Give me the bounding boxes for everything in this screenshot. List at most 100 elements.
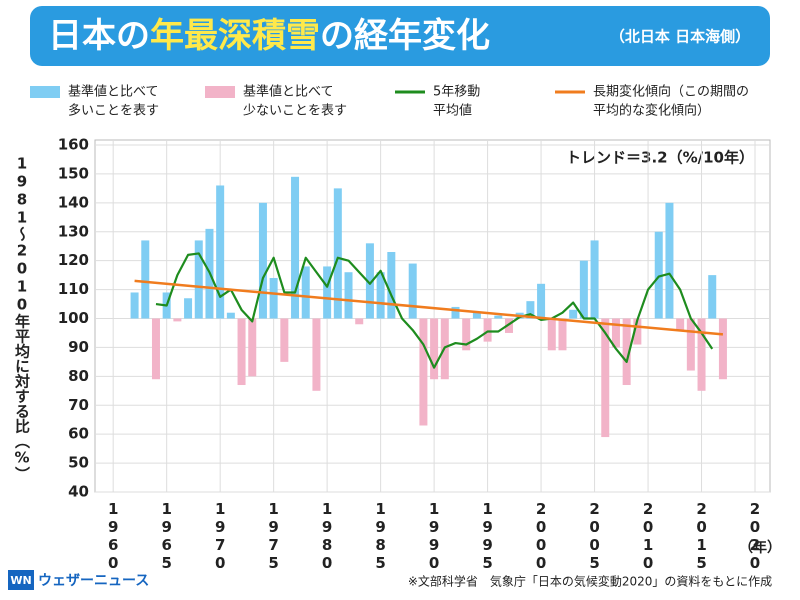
bar — [451, 306, 460, 319]
y-axis-label: 1981〜2010年平均に対する比（%） — [13, 155, 31, 482]
bar — [601, 318, 610, 438]
chart-title: 日本の年最深積雪の経年変化 — [48, 16, 490, 56]
bar — [365, 243, 374, 319]
y-tick-label: 50 — [68, 454, 89, 472]
bar — [248, 318, 257, 377]
bar — [323, 266, 332, 319]
bar — [184, 298, 193, 319]
bar — [387, 251, 396, 319]
bar — [355, 318, 364, 325]
bar — [569, 309, 578, 319]
bar — [504, 318, 513, 333]
bar — [654, 231, 663, 319]
legend-label: 長期変化傾向（この期間の — [593, 84, 749, 100]
x-tick-label: 2000 — [532, 500, 550, 572]
bar — [558, 318, 567, 351]
bar — [280, 318, 289, 362]
logo-mark — [8, 570, 34, 590]
trend-annotation: トレンド＝3.2（%/10年） — [566, 149, 754, 167]
series-line — [134, 279, 724, 336]
legend-swatch — [205, 86, 235, 98]
legend-label: 少ないことを表す — [243, 104, 347, 119]
title-part: 日本の — [48, 16, 150, 56]
bar — [419, 318, 428, 426]
legend-label: 5年移動 — [433, 85, 480, 100]
source-note: ※文部科学省 気象庁「日本の気候変動2020」の資料をもとに作成 — [408, 574, 772, 589]
x-tick-label: 2005 — [586, 500, 604, 572]
bar — [686, 318, 695, 371]
logo-mark-text: WN — [10, 574, 31, 587]
bar — [718, 318, 727, 380]
x-tick-label: 1980 — [318, 500, 336, 572]
bar — [237, 318, 246, 386]
x-tick-label: 2020 — [746, 500, 764, 572]
y-tick-label: 90 — [68, 338, 89, 356]
title-part: の経年変化 — [320, 16, 490, 56]
bar — [622, 318, 631, 386]
legend-label: 平均的な変化傾向） — [593, 103, 710, 119]
bar — [312, 318, 321, 391]
bar — [590, 240, 599, 319]
x-tick-label: 1985 — [372, 500, 390, 572]
bar — [430, 318, 439, 380]
legend-label: 基準値と比べて — [68, 84, 158, 100]
y-tick-label: 120 — [58, 251, 89, 269]
bar — [376, 272, 385, 319]
y-tick-label: 100 — [58, 309, 89, 327]
bar — [697, 318, 706, 391]
bar — [483, 318, 492, 342]
bar — [547, 318, 556, 351]
bar — [151, 318, 160, 380]
bar — [258, 202, 267, 319]
y-tick-label: 130 — [58, 222, 89, 240]
bar — [226, 312, 235, 319]
series-line — [155, 252, 714, 369]
legend-label: 多いことを表す — [68, 103, 159, 119]
title-banner — [30, 6, 770, 66]
bar — [708, 275, 717, 319]
x-axis-label: （年） — [739, 539, 781, 556]
legend-swatch — [30, 86, 60, 98]
x-tick-label: 2010 — [639, 500, 657, 572]
bar — [633, 318, 642, 345]
y-tick-label: 40 — [68, 483, 89, 501]
bar — [665, 202, 674, 319]
x-tick-label: 1965 — [158, 500, 176, 572]
y-tick-label: 80 — [68, 367, 89, 385]
bar — [141, 240, 150, 319]
bar — [408, 263, 417, 319]
x-tick-label: 1995 — [479, 500, 497, 572]
bar — [537, 283, 546, 319]
y-tick-label: 110 — [58, 280, 89, 298]
bar — [301, 266, 310, 319]
bar — [344, 272, 353, 319]
bar — [462, 318, 471, 351]
bar — [494, 315, 503, 319]
y-tick-label: 160 — [58, 136, 89, 154]
bar — [130, 292, 139, 319]
x-tick-label: 2015 — [693, 500, 711, 572]
logo-text: ウェザーニュース — [38, 573, 149, 589]
bar — [194, 240, 203, 319]
legend-label: 平均値 — [433, 103, 472, 119]
y-tick-label: 150 — [58, 164, 89, 182]
bar — [269, 278, 278, 319]
y-tick-label: 60 — [68, 425, 89, 443]
y-tick-label: 70 — [68, 396, 89, 414]
bar — [216, 185, 225, 319]
bar — [291, 176, 300, 319]
bar — [472, 312, 481, 319]
x-tick-label: 1960 — [104, 500, 122, 572]
x-tick-label: 1975 — [265, 500, 283, 572]
bar — [611, 318, 620, 348]
bar — [579, 260, 588, 319]
legend-label: 基準値と比べて — [243, 84, 333, 100]
bar — [333, 188, 342, 319]
title-part: 年最深積雪 — [150, 16, 320, 56]
bar — [173, 318, 182, 322]
x-tick-label: 1970 — [211, 500, 229, 572]
bar — [676, 318, 685, 331]
bar — [526, 301, 535, 319]
chart-subtitle: （北日本 日本海側） — [610, 28, 750, 46]
